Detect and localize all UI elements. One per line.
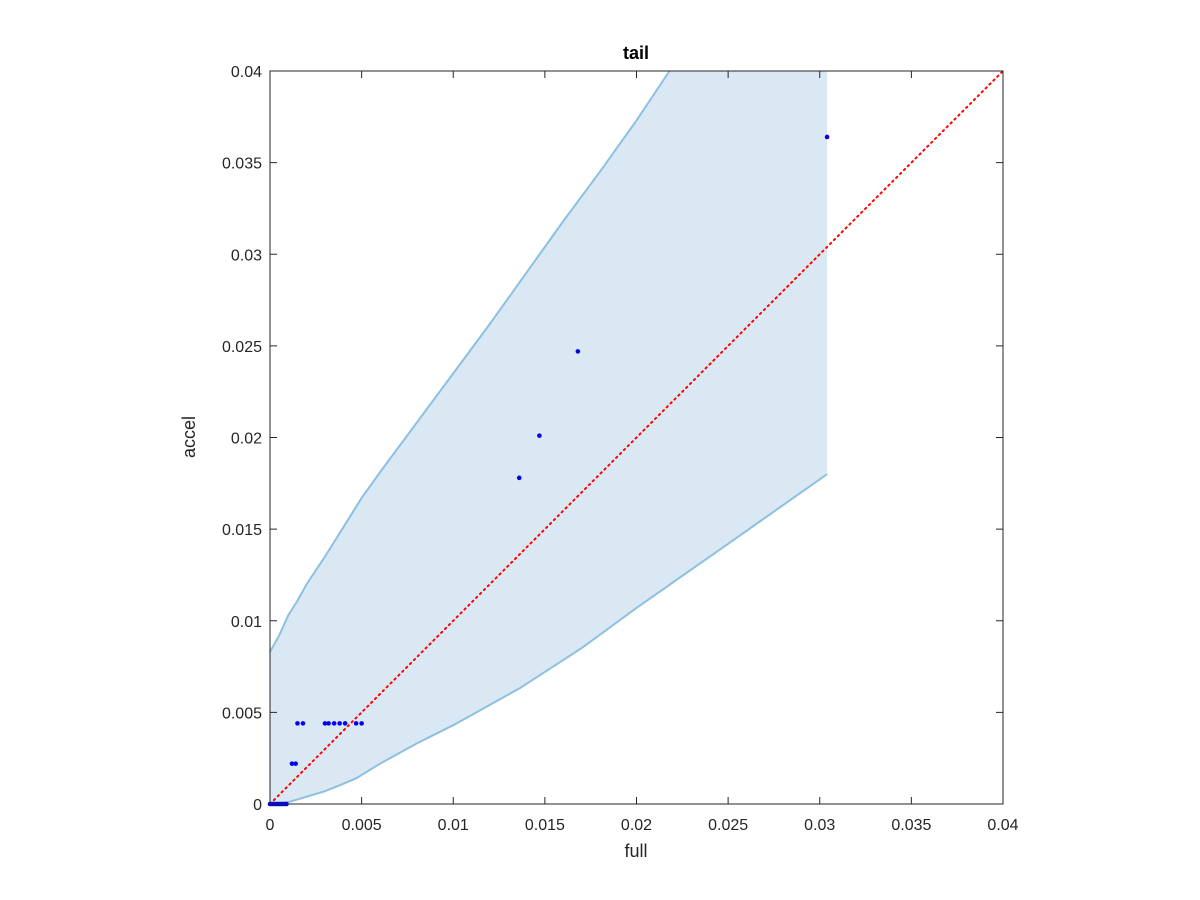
data-point <box>322 721 328 726</box>
x-tick-label: 0.03 <box>804 817 835 834</box>
y-tick-label: 0.035 <box>222 156 262 173</box>
y-tick-label: 0.005 <box>222 705 262 722</box>
x-tick-labels: 0 0.005 0.01 0.015 0.02 0.025 0.03 0.035 0.04 <box>266 817 1019 834</box>
reference-line <box>269 70 1004 805</box>
y-tick-label: 0 <box>253 797 262 814</box>
band-upper-edge <box>269 70 671 653</box>
y-tick-label: 0.04 <box>231 64 262 81</box>
data-point <box>575 349 581 354</box>
data-point <box>289 761 295 766</box>
y-tick-label: 0.01 <box>231 614 262 631</box>
x-tick-label: 0.01 <box>438 817 469 834</box>
data-point <box>326 721 331 726</box>
data-point <box>359 721 364 726</box>
x-axis-label: full <box>624 841 647 861</box>
data-point <box>337 721 342 726</box>
data-point <box>353 721 359 726</box>
x-tick-label: 0.025 <box>708 817 748 834</box>
x-tick-label: 0.005 <box>342 817 382 834</box>
data-point <box>824 134 830 140</box>
x-tick-label: 0.02 <box>621 817 652 834</box>
reference-diagonal-line <box>269 70 1004 805</box>
y-tick-label: 0.015 <box>222 522 262 539</box>
x-tick-label: 0.035 <box>891 817 931 834</box>
data-point <box>331 721 337 726</box>
data-point <box>293 761 298 766</box>
y-tick-label: 0.03 <box>231 247 262 264</box>
data-point <box>342 721 348 726</box>
x-tick-label: 0.04 <box>987 817 1018 834</box>
band-lower-edge <box>269 473 828 805</box>
y-tick-labels: 0 0.005 0.01 0.015 0.02 0.025 0.03 0.035 0.04 <box>222 64 262 814</box>
confidence-band <box>269 70 828 805</box>
data-point <box>300 721 306 726</box>
data-point <box>537 433 542 438</box>
data-points <box>267 134 830 807</box>
chart-title: tail <box>623 43 649 63</box>
y-tick-label: 0.02 <box>231 431 262 448</box>
band-fill <box>270 71 828 804</box>
axis-ticks <box>269 70 1004 805</box>
y-axis-label: accel <box>179 416 199 458</box>
data-point <box>295 721 300 726</box>
x-tick-label: 0 <box>266 817 275 834</box>
data-point <box>516 475 522 481</box>
y-tick-label: 0.025 <box>222 339 262 356</box>
x-tick-label: 0.015 <box>525 817 565 834</box>
